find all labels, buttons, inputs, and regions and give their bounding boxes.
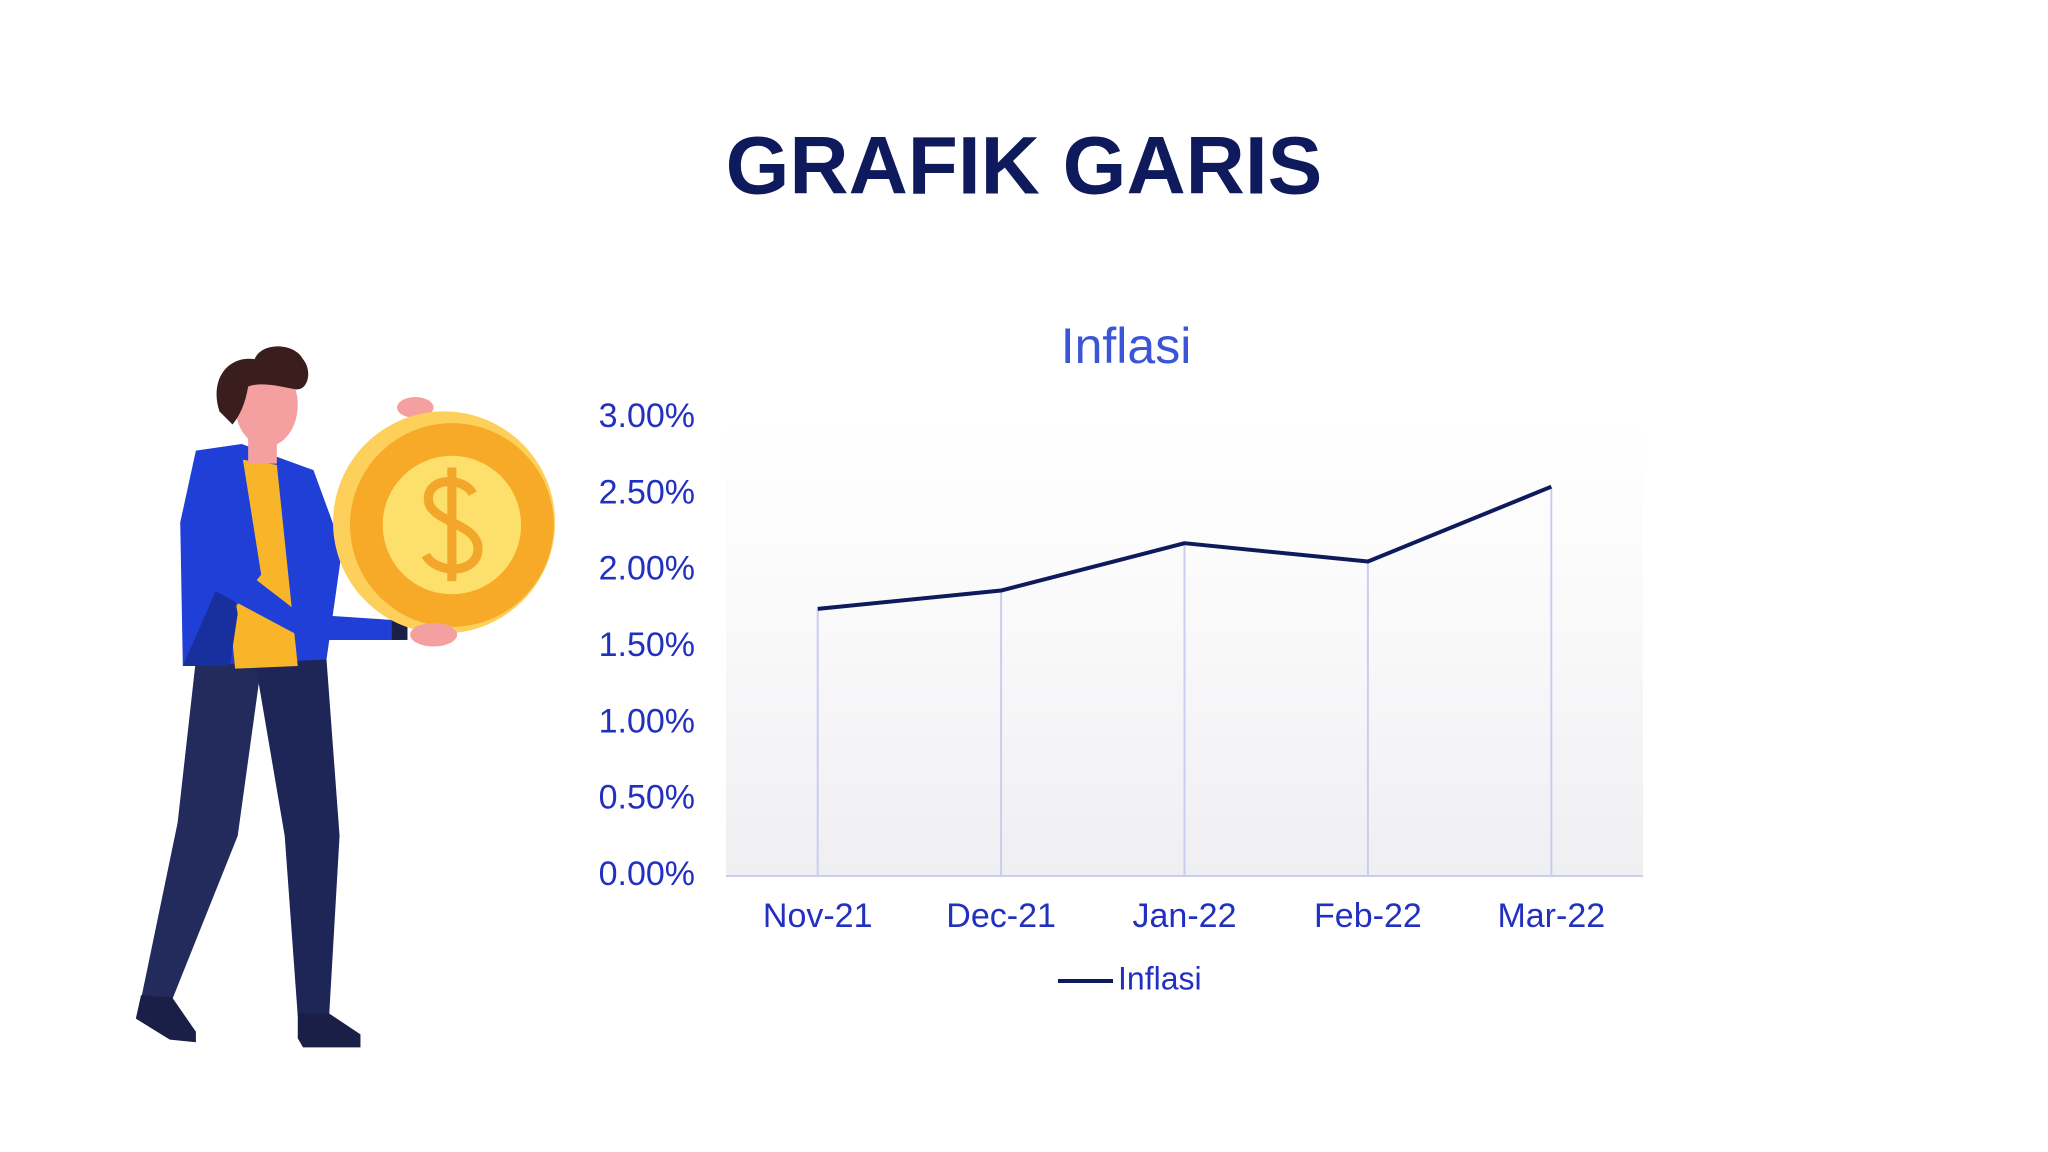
series-line [817,484,1553,611]
y-tick-label: 2.00% [599,550,695,588]
legend-label: Inflasi [1118,960,1202,996]
person-illustration [135,346,556,1048]
y-tick-label: 3.00% [599,397,695,435]
x-tick-label: Feb-22 [1314,897,1422,935]
y-tick-label: 0.00% [599,855,695,893]
chart: 0.00% 0.50% 1.00% 1.50% 2.00% 2.50% 3.00% Nov-2… [599,397,1643,996]
y-tick-label: 1.50% [599,626,695,664]
x-tick-label: Nov-21 [763,897,873,935]
y-tick-label: 1.00% [599,702,695,740]
x-tick-label: Mar-22 [1497,897,1605,935]
y-tick-label: 0.50% [599,779,695,817]
x-tick-label: Jan-22 [1133,897,1237,935]
x-tick-label: Dec-21 [946,897,1056,935]
y-tick-label: 2.50% [599,473,695,511]
slide-title: GRAFIK GARIS [726,121,1323,212]
chart-title: Inflasi [1061,318,1192,374]
